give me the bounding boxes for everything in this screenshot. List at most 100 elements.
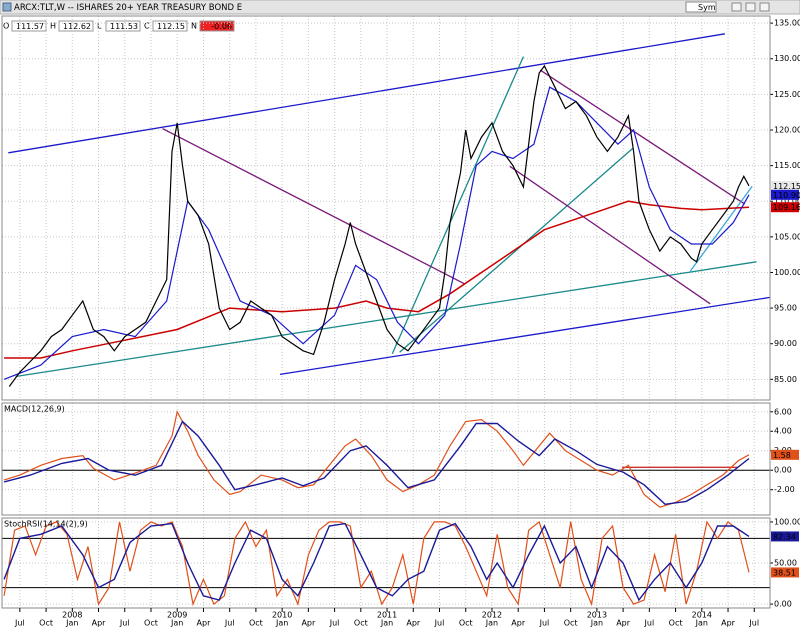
- panel-frame: [1, 517, 771, 609]
- x-tick-label: Oct: [354, 619, 368, 628]
- trend-line: [15, 261, 757, 378]
- y-tick-label: 50.00: [774, 559, 797, 568]
- x-tick-label: Apr: [616, 619, 631, 628]
- x-tick-label: Oct: [249, 619, 263, 628]
- trend-line: [391, 56, 524, 354]
- ohlc-label: N: [191, 22, 197, 31]
- x-tick-label: Jul: [119, 619, 130, 628]
- window-icon: [2, 2, 12, 12]
- x-tick-label: Jan: [590, 619, 603, 628]
- x-tick-label: Oct: [669, 619, 683, 628]
- y-tick-label: 100.00: [774, 268, 800, 277]
- x-tick-label: Apr: [92, 619, 107, 628]
- x-tick-label: Jul: [224, 619, 235, 628]
- ohlc-label: L: [97, 22, 102, 31]
- y-tick-label: 4.00: [774, 427, 792, 436]
- value-tag: [771, 531, 799, 542]
- trend-line: [8, 33, 726, 154]
- value-tag: [771, 567, 799, 578]
- trend-line: [689, 185, 753, 272]
- maximize-button[interactable]: [745, 2, 756, 12]
- x-tick-label: Jan: [485, 619, 498, 628]
- x-tick-label: Apr: [301, 619, 316, 628]
- trend-line: [539, 69, 746, 205]
- x-tick-label: Jul: [329, 619, 340, 628]
- panel: [2, 403, 770, 515]
- value-tag-label: 38.51: [773, 568, 796, 577]
- series-line: [3, 410, 750, 508]
- y-tick-label: 6.00: [774, 407, 792, 416]
- panel: [2, 16, 770, 400]
- x-tick-label: Jul: [644, 619, 655, 628]
- year-label: 2009: [167, 611, 187, 620]
- ohlc-box: [58, 20, 94, 32]
- ohlc-label: H: [50, 22, 56, 31]
- x-tick-label: Apr: [511, 619, 526, 628]
- x-tick-label: Apr: [721, 619, 736, 628]
- value-tag: [771, 189, 799, 200]
- ohlc-value: 112.62: [63, 22, 91, 31]
- ohlc-value: -0.06: [211, 22, 232, 31]
- x-tick-label: Jul: [748, 619, 759, 628]
- y-tick-label: 90.00: [774, 339, 797, 348]
- trend-line: [399, 148, 634, 353]
- value-tag: [771, 202, 799, 213]
- value-tag: [771, 449, 799, 460]
- x-tick-label: Jan: [695, 619, 708, 628]
- x-tick-label: Jan: [170, 619, 183, 628]
- x-tick-label: Jan: [275, 619, 288, 628]
- minimize-button[interactable]: [731, 2, 742, 12]
- ohlc-box: [105, 20, 141, 32]
- panel: [2, 518, 770, 608]
- y-tick-label: 100.00: [774, 517, 800, 526]
- series-line: [3, 86, 750, 380]
- x-tick-label: Apr: [406, 619, 421, 628]
- y-tick-label: 0.00: [774, 466, 792, 475]
- symbol-box[interactable]: [685, 1, 717, 13]
- trend-line: [162, 128, 465, 285]
- x-tick-label: Apr: [197, 619, 212, 628]
- year-label: 2008: [62, 611, 82, 620]
- x-tick-label: Jul: [434, 619, 445, 628]
- x-tick-label: Oct: [144, 619, 158, 628]
- y-tick-label: 85.00: [774, 375, 797, 384]
- value-tag-label: 1.58: [773, 451, 791, 460]
- y-tick-label: 130.00: [774, 54, 800, 63]
- series-line: [8, 64, 750, 387]
- panel-frame: [1, 15, 771, 401]
- ohlc-box: [199, 20, 235, 32]
- x-tick-label: Jul: [539, 619, 550, 628]
- ohlc-box: [152, 20, 188, 32]
- value-tag-label: 112.15: [773, 182, 800, 191]
- year-label: 2011: [377, 611, 397, 620]
- x-tick-label: Oct: [564, 619, 578, 628]
- title-bar: [0, 0, 800, 15]
- value-tag-label: 110.90: [773, 191, 800, 200]
- x-tick-label: Oct: [459, 619, 473, 628]
- value-tag: [771, 180, 799, 191]
- year-label: 2012: [482, 611, 502, 620]
- close-button[interactable]: [759, 2, 770, 12]
- year-label: 2014: [692, 611, 712, 620]
- x-tick-label: Oct: [39, 619, 53, 628]
- y-tick-label: 115.00: [774, 161, 800, 170]
- x-tick-label: Jan: [380, 619, 393, 628]
- year-label: 2013: [587, 611, 607, 620]
- panel-title: MACD(12,26,9): [4, 405, 65, 414]
- series-line: [3, 420, 750, 506]
- y-tick-label: 95.00: [774, 304, 797, 313]
- panel-frame: [1, 402, 771, 516]
- x-tick-label: Jul: [14, 619, 25, 628]
- ohlc-value: 111.53: [110, 22, 138, 31]
- ohlc-label: O: [3, 22, 9, 31]
- y-tick-label: 135.00: [774, 19, 800, 28]
- value-tag-label: 82.34: [773, 532, 796, 541]
- year-label: 2010: [272, 611, 292, 620]
- trend-line: [509, 165, 711, 305]
- y-tick-label: 0.00: [774, 600, 792, 609]
- series-line: [4, 200, 750, 359]
- y-tick-label: -2.00: [774, 485, 795, 494]
- panel-title: StochRSI(14,14(2),9): [4, 520, 88, 529]
- x-tick-label: Jan: [65, 619, 78, 628]
